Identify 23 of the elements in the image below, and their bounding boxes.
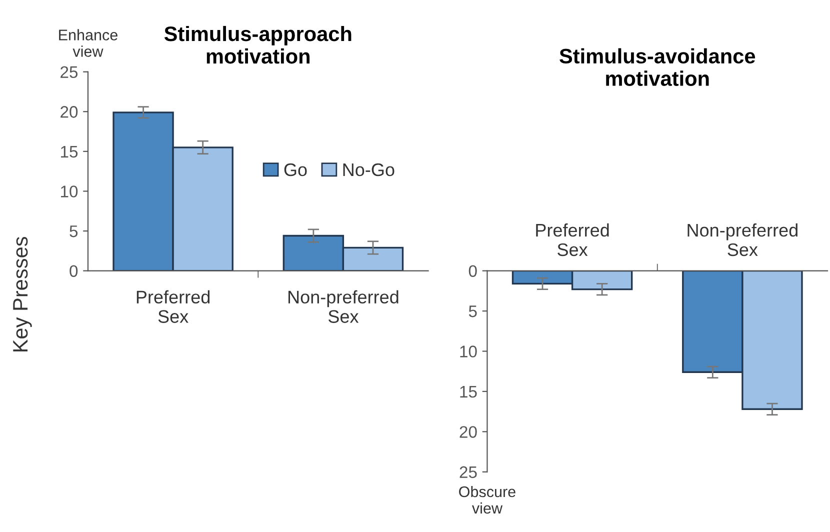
y-tick-label: 25 — [460, 466, 477, 478]
y-axis-title: Key Presses — [13, 236, 32, 352]
y-tick-label: 0 — [70, 265, 78, 277]
y-tick-label: 5 — [468, 306, 477, 318]
text: Obscure view — [459, 486, 516, 514]
x-tick-label: Non-preferred Sex — [688, 223, 798, 256]
y-tick-label: 10 — [460, 346, 477, 358]
y-tick-label: 15 — [460, 386, 477, 398]
legend-label: No-Go — [343, 163, 394, 176]
y-tick-label: 10 — [60, 186, 78, 198]
y-tick-label: 0 — [468, 265, 477, 277]
chart-title: Stimulus-avoidance motivation — [560, 48, 756, 86]
y-tick-label: 5 — [70, 226, 78, 238]
x-tick-label: Preferred Sex — [136, 290, 210, 323]
y-tick-label: 20 — [60, 106, 78, 118]
chart-title: Stimulus-approach motivation — [164, 26, 352, 64]
y-tick-label: 20 — [460, 426, 477, 438]
text: Enhance view — [59, 29, 118, 57]
x-tick-label: Preferred Sex — [536, 223, 609, 256]
legend-label: Go — [284, 163, 307, 176]
x-tick-label: Non-preferred Sex — [288, 290, 398, 323]
y-tick-label: 25 — [60, 66, 78, 78]
y-tick-label: 15 — [60, 146, 78, 158]
